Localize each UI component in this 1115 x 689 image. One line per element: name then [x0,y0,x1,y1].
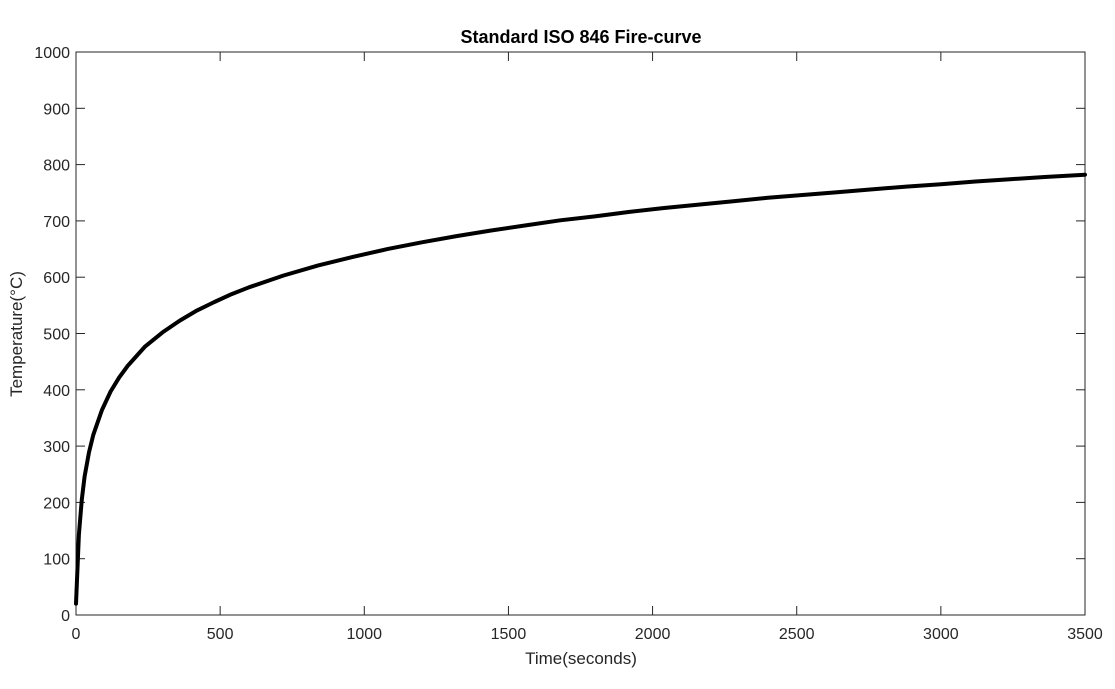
y-tick-label: 400 [43,383,70,400]
chart-title: Standard ISO 846 Fire-curve [460,27,701,47]
x-tick-label: 1500 [491,626,527,643]
x-tick-label: 2000 [635,626,671,643]
y-tick-label: 500 [43,327,70,344]
plot-area [74,172,1087,606]
x-tick-label: 2500 [779,626,815,643]
x-tick-label: 0 [72,626,81,643]
y-tick-label: 300 [43,439,70,456]
y-tick-label: 800 [43,158,70,175]
y-tick-label: 600 [43,270,70,287]
x-tick-label: 1000 [346,626,382,643]
y-tick-label: 1000 [34,45,70,62]
y-tick-label: 900 [43,101,70,118]
axes-box [75,51,1086,616]
x-tick-label: 3000 [923,626,959,643]
axes: 0 500 1000 1500 2000 2500 3000 3500 0 100 200 300 40… [34,45,1102,643]
y-tick-label: 200 [43,495,70,512]
y-tick-label: 100 [43,552,70,569]
y-axis-label: Temperature(°C) [7,271,26,397]
x-tick-label: 500 [207,626,234,643]
y-tick-label: 700 [43,214,70,231]
x-axis-label: Time(seconds) [525,649,637,668]
x-tick-label: 3500 [1067,626,1103,643]
y-tick-label: 0 [61,608,70,625]
series-line-0 [74,172,1087,606]
